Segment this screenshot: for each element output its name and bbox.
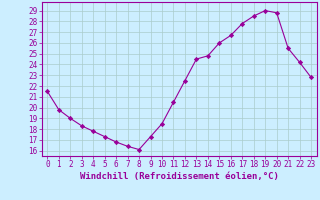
X-axis label: Windchill (Refroidissement éolien,°C): Windchill (Refroidissement éolien,°C) — [80, 172, 279, 181]
